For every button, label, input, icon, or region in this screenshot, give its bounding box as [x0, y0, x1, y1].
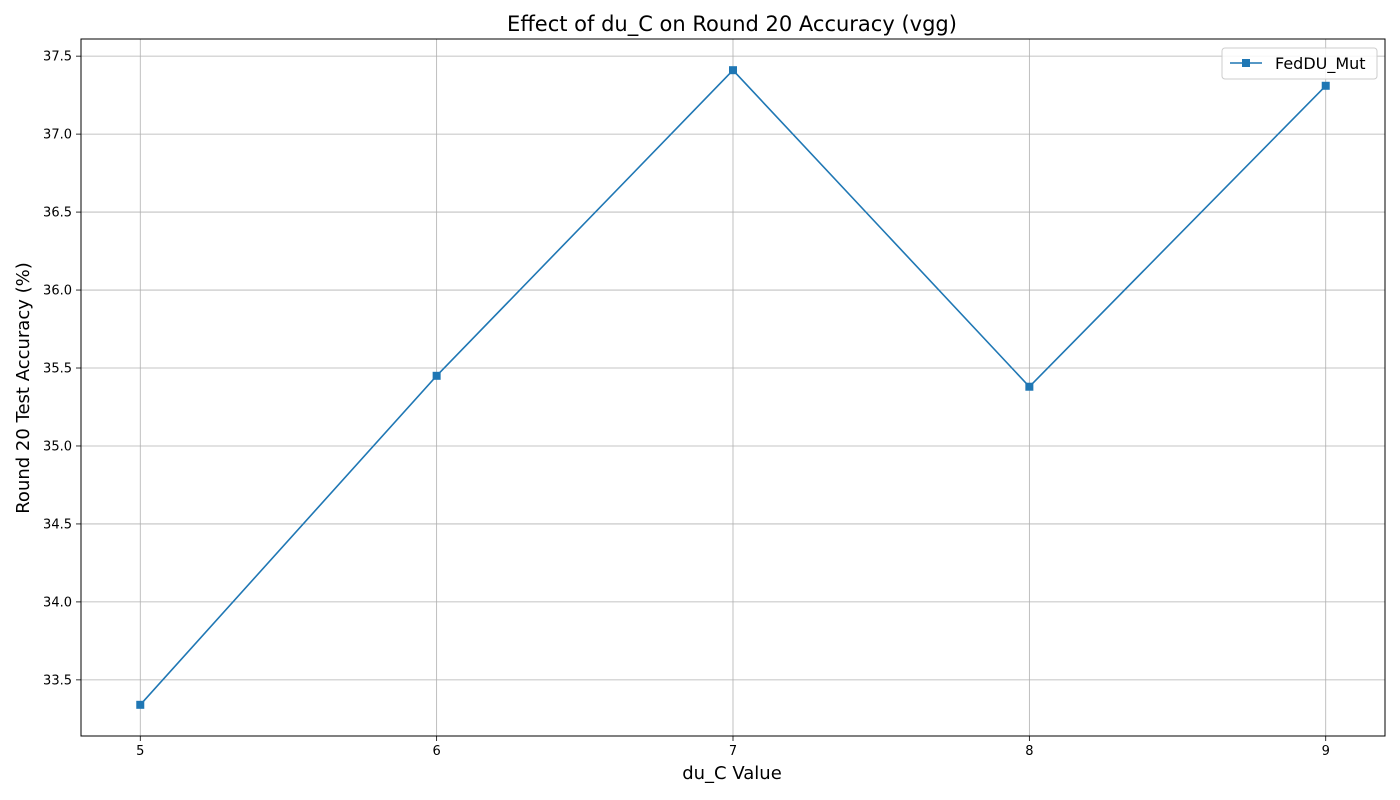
y-tick-label: 35.0 — [43, 439, 72, 454]
legend-label: FedDU_Mut — [1275, 54, 1366, 74]
data-point-marker — [1321, 81, 1330, 90]
legend-box — [1221, 47, 1378, 80]
x-tick-label: 9 — [1322, 744, 1330, 759]
y-tick-label: 34.0 — [43, 595, 72, 610]
data-point-marker — [432, 371, 441, 380]
y-tick-label: 36.0 — [43, 284, 72, 299]
y-tick-label: 37.5 — [43, 50, 72, 65]
y-tick-label: 35.5 — [43, 362, 72, 377]
x-tick-label: 5 — [136, 744, 144, 759]
data-point-marker — [729, 66, 737, 75]
x-tick-label: 6 — [432, 744, 440, 759]
data-point-marker — [1025, 382, 1034, 391]
y-tick-label: 37.0 — [43, 128, 72, 143]
legend-marker-swatch — [1242, 59, 1250, 67]
y-tick-label: 34.5 — [43, 517, 72, 532]
x-axis-label: du_C Value — [682, 763, 782, 784]
chart-title: Effect of du_C on Round 20 Accuracy (vgg… — [507, 12, 957, 37]
x-tick-label: 7 — [729, 744, 737, 759]
x-axis: 5 6 7 8 9 — [136, 736, 1330, 759]
y-axis: 33.5 34.0 34.5 35.0 35.5 36.0 36.5 37.0 37.5 — [43, 50, 81, 688]
grid — [81, 39, 1385, 736]
y-tick-label: 36.5 — [43, 206, 72, 221]
series-layer — [136, 66, 1330, 709]
data-point-marker — [136, 700, 145, 709]
x-tick-label: 8 — [1025, 744, 1033, 759]
y-axis-label: Round 20 Test Accuracy (%) — [13, 262, 34, 514]
legend: FedDU_Mut — [1221, 47, 1378, 80]
y-tick-label: 33.5 — [43, 673, 72, 688]
